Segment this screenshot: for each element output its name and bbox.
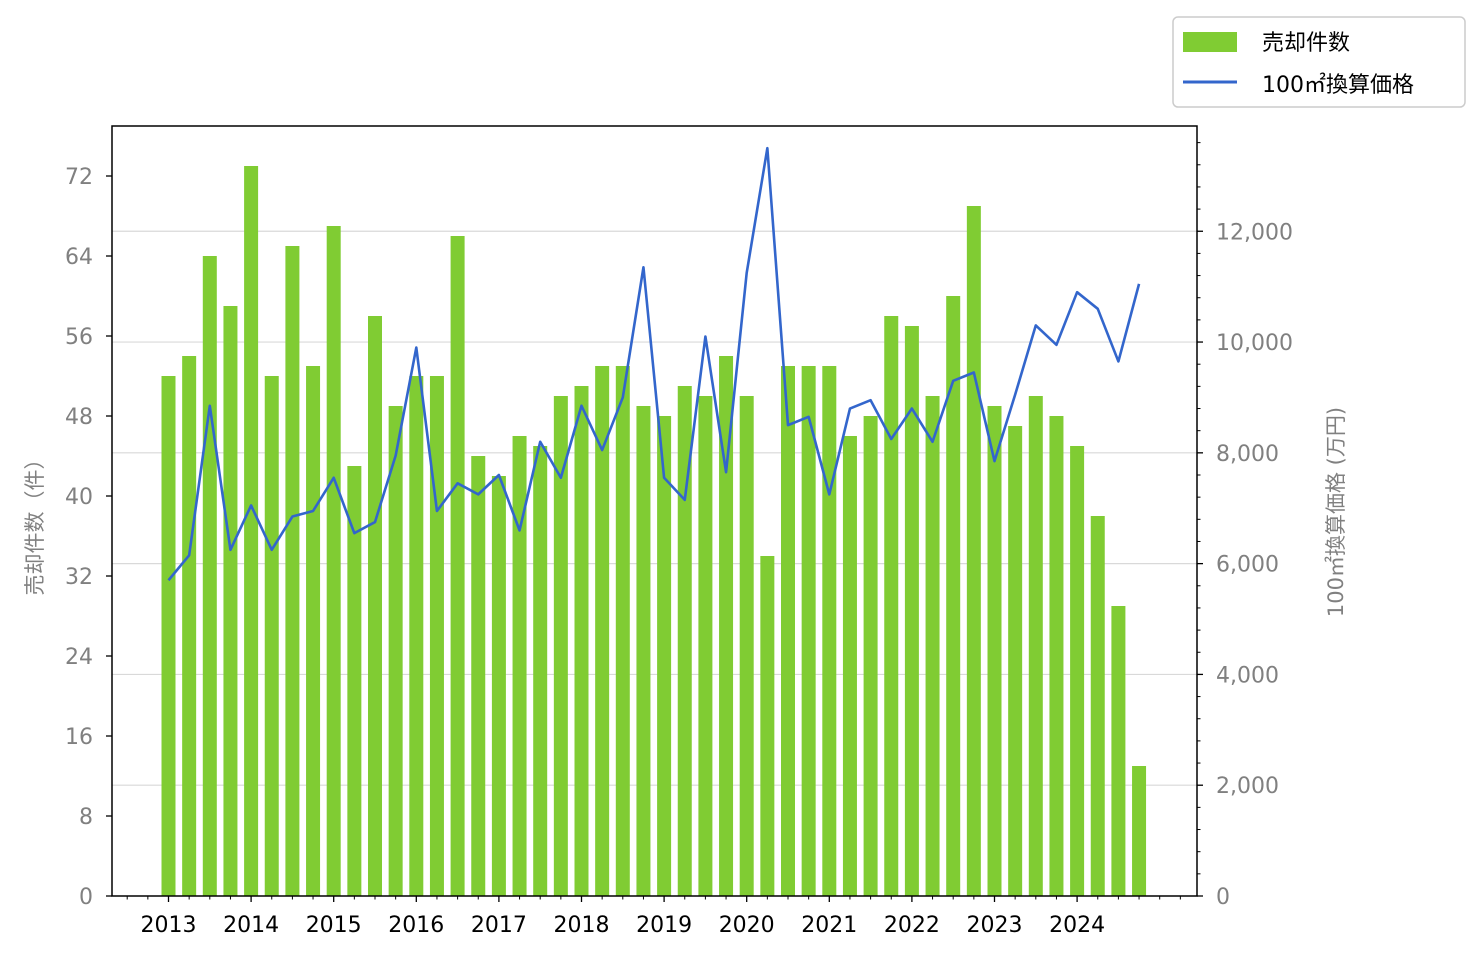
bar <box>1049 416 1064 896</box>
right-tick-label: 4,000 <box>1216 663 1279 688</box>
right-tick-label: 12,000 <box>1216 220 1293 245</box>
legend-line-label: 100㎡換算価格 <box>1262 72 1414 98</box>
x-tick-label: 2015 <box>306 913 362 938</box>
bar <box>347 466 362 896</box>
bar <box>450 236 465 896</box>
bar <box>657 416 672 896</box>
bar <box>512 436 527 896</box>
bar <box>781 366 795 896</box>
bar <box>719 356 734 896</box>
bar <box>884 316 899 896</box>
left-tick-label: 16 <box>65 725 93 750</box>
left-tick-label: 24 <box>65 645 93 670</box>
bar <box>553 396 568 896</box>
left-tick-label: 32 <box>65 565 93 590</box>
left-tick-label: 56 <box>65 325 93 350</box>
bar <box>677 386 692 896</box>
bar <box>409 376 424 896</box>
x-tick-label: 2016 <box>388 913 444 938</box>
bar <box>946 296 961 896</box>
bar <box>925 396 940 896</box>
bar <box>429 376 444 896</box>
left-tick-label: 8 <box>79 805 93 830</box>
bar <box>636 406 651 896</box>
right-axis-label: 100㎡換算価格 (万円) <box>1324 407 1348 617</box>
x-tick-label: 2017 <box>471 913 527 938</box>
bar <box>739 396 754 896</box>
bar <box>471 456 486 896</box>
left-tick-label: 64 <box>65 245 93 270</box>
legend-bar-label: 売却件数 <box>1262 31 1350 56</box>
x-tick-label: 2023 <box>967 913 1023 938</box>
bar <box>244 166 259 896</box>
left-tick-label: 40 <box>65 485 93 510</box>
bar-series <box>161 166 1147 896</box>
x-tick-label: 2013 <box>141 913 197 938</box>
right-tick-label: 2,000 <box>1216 774 1279 799</box>
bar <box>491 476 506 896</box>
bar <box>842 436 857 896</box>
bar <box>822 366 837 896</box>
bar <box>264 376 279 896</box>
bar <box>202 256 217 896</box>
bar <box>285 246 300 896</box>
plot-frame <box>111 125 1198 897</box>
x-tick-label: 2021 <box>801 913 857 938</box>
left-tick-label: 0 <box>79 885 93 910</box>
x-tick-label: 2022 <box>884 913 940 938</box>
x-tick-label: 2014 <box>223 913 279 938</box>
x-tick-label: 2020 <box>719 913 775 938</box>
legend-frame <box>1172 16 1466 108</box>
bar <box>533 446 548 896</box>
bar <box>161 376 176 896</box>
bar <box>388 406 403 896</box>
left-axis-label: 売却件数（件） <box>23 449 47 596</box>
right-tick-label: 6,000 <box>1216 553 1279 578</box>
bar <box>1028 396 1043 896</box>
line-series <box>167 146 1141 582</box>
right-tick-label: 10,000 <box>1216 331 1293 356</box>
x-tick-label: 2024 <box>1049 913 1105 938</box>
bar <box>904 326 919 896</box>
x-tick-label: 2019 <box>636 913 692 938</box>
x-tick-label: 2018 <box>554 913 610 938</box>
bar <box>698 396 713 896</box>
bar <box>760 556 775 896</box>
bar <box>1090 516 1105 896</box>
bar <box>368 316 382 896</box>
bar <box>223 306 238 896</box>
bar <box>615 366 630 896</box>
axes: 0 8 16 24 32 40 48 56 64 72 0 2,000 4,000 6,000 8,000 1… <box>65 125 1293 938</box>
legend-bar-swatch <box>1183 32 1237 52</box>
bar <box>306 366 321 896</box>
bar <box>1008 426 1023 896</box>
bar <box>863 416 878 896</box>
bar <box>1070 446 1085 896</box>
bar <box>182 356 197 896</box>
price-line <box>167 146 1141 582</box>
bar <box>1132 766 1147 896</box>
bar <box>801 366 816 896</box>
legend: 売却件数 100㎡換算価格 <box>1172 16 1466 108</box>
bar <box>326 226 341 896</box>
right-tick-label: 0 <box>1216 885 1230 910</box>
bar <box>1111 606 1126 896</box>
bar <box>574 386 589 896</box>
left-tick-label: 72 <box>65 165 93 190</box>
bar <box>966 206 981 896</box>
right-tick-label: 8,000 <box>1216 442 1279 467</box>
bar <box>987 406 1002 896</box>
bar <box>595 366 610 896</box>
left-tick-label: 48 <box>65 405 93 430</box>
